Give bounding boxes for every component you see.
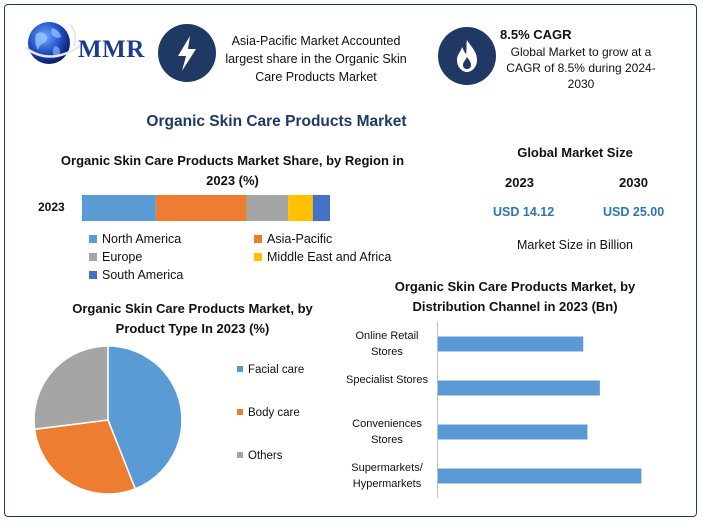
- market-size-value-2023: USD 14.12: [493, 205, 555, 219]
- legend-label: Facial care: [248, 364, 305, 376]
- region-legend-item-middle-east-and-africa: Middle East and Africa: [254, 250, 391, 264]
- region-bar-segment-south-america: [312, 195, 330, 221]
- region-bar-segment-asia-pacific: [155, 195, 247, 221]
- legend-label: Others: [248, 450, 283, 462]
- legend-label: Middle East and Africa: [267, 250, 392, 264]
- region-stacked-bar: [82, 195, 330, 221]
- pie-legend-item-others: Others: [237, 450, 283, 462]
- cagr-text: Global Market to grow at a CAGR of 8.5% …: [506, 45, 656, 91]
- region-legend-item-asia-pacific: Asia-Pacific: [254, 232, 332, 246]
- globe-icon: [25, 22, 81, 64]
- distribution-bar-specialist-stores: [438, 380, 600, 396]
- region-legend-item-north-america: North America: [89, 232, 181, 246]
- legend-swatch: [89, 234, 97, 243]
- product-type-pie: [33, 345, 183, 495]
- distribution-bar-chart: [437, 322, 642, 498]
- legend-label: North America: [102, 232, 182, 246]
- market-size-value-2030: USD 25.00: [603, 205, 665, 219]
- distribution-bar-conveniences-stores: [438, 424, 588, 440]
- legend-swatch: [254, 234, 262, 243]
- distribution-bar-supermarkets-hypermarkets: [438, 468, 642, 484]
- lightning-icon: [178, 36, 196, 71]
- pie-slice-others: [33, 345, 109, 431]
- legend-swatch: [89, 252, 97, 261]
- lightning-icon-circle: [158, 24, 216, 82]
- region-chart-category-label: 2023: [38, 200, 65, 214]
- pie-slice-facial-care: [107, 345, 183, 490]
- region-chart-title: Organic Skin Care Products Market Share,…: [60, 153, 405, 188]
- flame-icon: [457, 40, 477, 72]
- market-size-title: Global Market Size: [517, 145, 633, 160]
- legend-swatch: [237, 451, 243, 458]
- flame-icon-circle: [438, 27, 496, 85]
- infographic-frame: [4, 4, 697, 517]
- pie-legend-item-body-care: Body care: [237, 407, 300, 419]
- info-asia-pacific-text: Asia-Pacific Market Accounted largest sh…: [225, 34, 407, 84]
- legend-swatch: [254, 252, 262, 261]
- pie-legend-item-facial-care: Facial care: [237, 364, 304, 376]
- distribution-label-online-retail-stores: Online Retail Stores: [355, 330, 419, 358]
- legend-swatch: [237, 365, 243, 372]
- legend-label: South America: [102, 268, 184, 282]
- region-legend-item-south-america: South America: [89, 268, 183, 282]
- legend-swatch: [89, 270, 97, 279]
- distribution-label-supermarkets-hypermarkets: Supermarkets/ Hypermarkets: [351, 462, 423, 490]
- region-bar-segment-europe: [246, 195, 289, 221]
- region-bar-segment-middle-east-and-africa: [288, 195, 313, 221]
- legend-label: Asia-Pacific: [267, 232, 333, 246]
- distribution-label-specialist-stores: Specialist Stores: [346, 374, 428, 386]
- distribution-bar-online-retail-stores: [438, 336, 584, 352]
- market-size-year-2023: 2023: [505, 175, 534, 190]
- legend-label: Body care: [248, 407, 300, 419]
- pie-slice-body-care: [33, 419, 137, 495]
- cagr-title: 8.5% CAGR: [500, 27, 572, 42]
- market-size-footer: Market Size in Billion: [516, 238, 633, 252]
- legend-label: Europe: [102, 250, 143, 264]
- distribution-chart-title: Organic Skin Care Products Market, by Di…: [394, 279, 636, 314]
- region-legend-item-europe: Europe: [89, 250, 142, 264]
- logo-text: MMR: [78, 36, 145, 63]
- market-size-year-2030: 2030: [619, 175, 648, 190]
- product-type-chart-title: Organic Skin Care Products Market, by Pr…: [72, 301, 313, 336]
- legend-swatch: [237, 408, 243, 415]
- main-title: Organic Skin Care Products Market: [146, 113, 407, 130]
- region-bar-segment-north-america: [82, 195, 156, 221]
- distribution-label-conveniences-stores: Conveniences Stores: [352, 418, 422, 446]
